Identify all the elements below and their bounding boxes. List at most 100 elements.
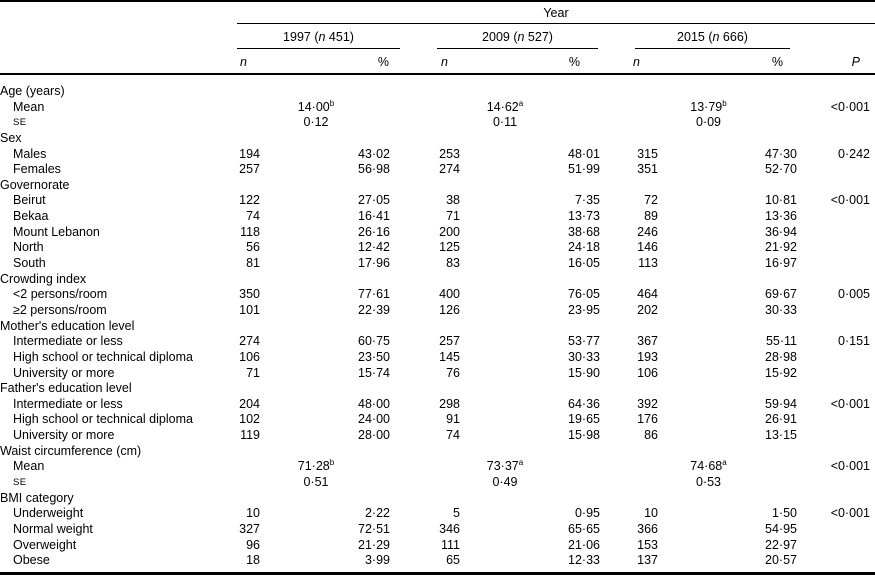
section-label: Waist circumference (cm) [0,443,142,458]
table-row: BMI category [0,491,875,507]
pct-value: 77·61 [358,287,390,302]
n-value: 119 [240,428,260,443]
n-value: 38 [446,193,460,208]
mean-se-value: 71·28b [297,458,335,474]
column-group-2015: 2015 (n 666) [635,30,790,44]
n-value: 298 [439,396,460,411]
table-row: SE 0·12 0·11 0·09 [0,115,875,131]
n-value: 91 [446,412,460,427]
mean-se-value: 14·62a [486,98,524,114]
pct-value: 12·33 [568,553,600,568]
mean-se-value: 13·79b [690,98,727,114]
table-row: Beirut 122 27·05 38 7·35 72 10·81 <0·001 [0,193,875,209]
p-value [797,240,872,256]
row-label: High school or technical diploma [13,349,193,364]
n-value: 5 [453,506,460,521]
table-row: University or more 119 28·00 74 15·98 86 13·15 [0,428,875,444]
col-header-n-2009: n [441,55,448,69]
group-1997-n-italic: n [318,30,326,44]
n-value: 367 [637,334,658,349]
group-2015-count: 666) [719,30,748,44]
n-value: 351 [637,162,658,177]
significance-superscript: a [518,458,524,468]
p-value: <0·001 [830,99,870,114]
p-value [797,350,872,366]
table-row: South 81 17·96 83 16·05 113 16·97 [0,256,875,272]
pct-value: 72·51 [358,521,390,536]
pct-value: 28·98 [765,349,797,364]
p-value: <0·001 [830,459,870,474]
row-label: Overweight [13,537,77,552]
pct-value: 51·99 [568,162,600,177]
mean-se-value: 0·09 [695,115,722,130]
table-row: Mother's education level [0,319,875,335]
table-row: Obese 18 3·99 65 12·33 137 20·57 [0,553,875,569]
mean-se-value: 0·49 [492,475,518,490]
p-value [797,412,872,428]
n-value: 89 [644,209,658,224]
section-label: Age (years) [0,84,65,98]
pct-value: 3·99 [364,553,390,568]
pct-value: 64·36 [568,396,600,411]
pct-value: 15·98 [568,428,600,443]
pct-value: 1·50 [771,506,797,521]
table-bottom-rule [0,572,875,575]
row-label: Obese [13,553,50,568]
n-value: 257 [239,162,260,177]
mean-se-value: 0·12 [303,115,329,130]
pct-value: 20·57 [765,553,797,568]
section-label: Crowding index [0,271,87,286]
pct-value: 47·30 [765,146,797,161]
table-row: North 56 12·42 125 24·18 146 21·92 [0,240,875,256]
mean-se-value: 73·37a [486,458,524,474]
pct-value: 23·95 [568,302,600,317]
table-row: University or more 71 15·74 76 15·90 106 15·92 [0,366,875,382]
n-value: 392 [637,396,658,411]
n-value: 10 [246,506,260,521]
row-label: Underweight [13,506,84,521]
n-value: 86 [644,428,658,443]
n-value: 125 [439,240,460,255]
table-row: Normal weight 327 72·51 346 65·65 366 54·95 [0,522,875,538]
pct-value: 52·70 [765,162,797,177]
p-value: <0·001 [830,506,870,521]
pct-value: 13·15 [765,428,797,443]
significance-superscript: b [329,458,335,468]
pct-value: 22·97 [765,537,797,552]
p-value [797,522,872,538]
col-header-n-2015: n [633,55,640,69]
table-row: Intermediate or less 274 60·75 257 53·77 367 5… [0,334,875,350]
n-value: 274 [439,162,460,177]
pct-value: 15·74 [358,365,390,380]
row-label: Intermediate or less [13,334,123,349]
n-value: 366 [637,521,658,536]
pct-value: 30·33 [568,349,600,364]
n-value: 111 [440,537,460,552]
p-value [222,319,297,335]
n-value: 126 [439,302,460,317]
p-value [797,366,872,382]
column-group-1997: 1997 (n 451) [237,30,400,44]
year-spanner-header: Year [543,6,569,20]
mean-se-value: 0·11 [492,115,518,130]
significance-superscript: a [722,458,727,468]
row-label: Females [13,162,61,177]
header-bottom-rule [0,73,875,75]
p-value [222,131,297,147]
group-2009-text: 2009 ( [482,30,518,44]
n-value: 18 [246,553,260,568]
table-row: Father's education level [0,381,875,397]
n-value: 83 [446,256,460,271]
row-label: Intermediate or less [13,396,123,411]
pct-value: 15·92 [765,365,797,380]
p-value [797,303,872,319]
pct-value: 16·41 [358,209,390,224]
n-value: 315 [637,146,658,161]
group-2009-count: 527) [524,30,553,44]
n-value: 346 [439,521,460,536]
pct-value: 24·00 [358,412,390,427]
p-value [222,178,297,194]
p-value: 0·151 [838,334,870,349]
p-value [797,209,872,225]
mean-se-value: 0·53 [695,475,722,490]
